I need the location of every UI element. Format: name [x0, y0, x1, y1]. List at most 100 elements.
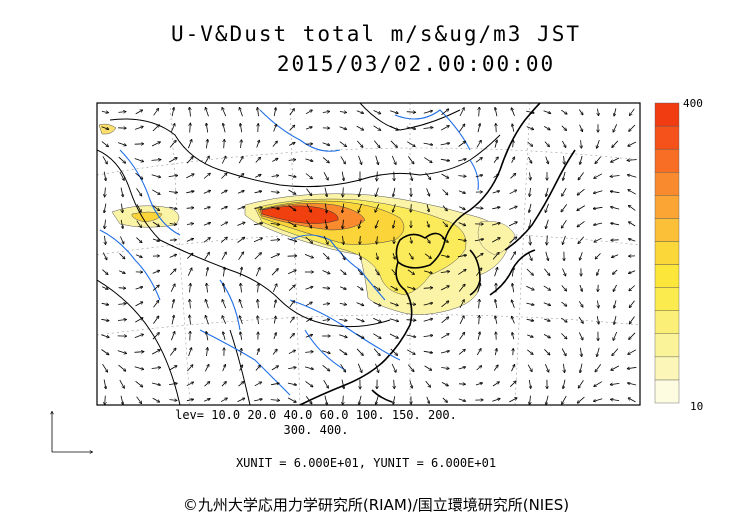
wind-vector — [409, 171, 412, 180]
wind-vector — [186, 191, 193, 193]
wind-vector — [136, 396, 142, 404]
wind-vector — [104, 171, 106, 181]
wind-vector — [339, 126, 347, 129]
wind-vector — [579, 124, 583, 131]
borders — [97, 103, 501, 405]
wind-vector — [598, 300, 599, 308]
wind-vector — [512, 268, 513, 277]
wind-vector — [561, 204, 568, 211]
wind-vector — [459, 108, 464, 117]
wind-vector — [206, 300, 209, 309]
wind-vector — [305, 335, 312, 338]
wind-vector — [424, 365, 432, 370]
wind-vector — [441, 334, 448, 339]
wind-vector — [221, 382, 226, 387]
wind-vector — [630, 300, 635, 308]
wind-vector — [305, 396, 311, 403]
wind-vector — [101, 126, 109, 129]
wind-vector — [423, 319, 433, 322]
wind-vector — [393, 220, 396, 227]
wind-vector — [151, 382, 160, 385]
wind-vector — [270, 400, 279, 401]
wind-vector — [153, 109, 159, 116]
wind-vector — [119, 253, 125, 259]
wind-vector — [134, 366, 144, 370]
wind-vector — [222, 316, 227, 325]
colorbar-segment — [654, 379, 680, 404]
wind-vector — [527, 349, 532, 354]
colorbar-segment — [654, 287, 680, 311]
wind-vector — [546, 187, 549, 196]
wind-vector — [423, 303, 433, 306]
wind-vector — [288, 205, 296, 211]
wind-vector — [458, 367, 466, 370]
wind-vector — [526, 302, 533, 305]
wind-vector — [509, 237, 517, 244]
wind-vector — [222, 365, 226, 372]
wind-vector — [406, 320, 416, 321]
wind-vector — [562, 219, 567, 228]
wind-vector — [204, 382, 210, 387]
wind-vector — [356, 110, 363, 113]
wind-vector — [479, 300, 480, 309]
wind-vector — [135, 318, 142, 323]
wind-vector — [375, 363, 379, 372]
wind-vector — [545, 156, 549, 164]
wind-vector — [287, 238, 297, 242]
wind-vector — [287, 221, 296, 227]
wind-vector — [509, 207, 517, 210]
wind-vector — [612, 140, 619, 147]
wind-vector — [530, 187, 531, 196]
wind-vector — [527, 141, 533, 146]
wind-vector — [190, 124, 191, 133]
wind-vector — [493, 365, 498, 371]
wind-vector — [270, 206, 279, 209]
wind-vector — [441, 301, 449, 308]
wind-vector — [359, 219, 362, 228]
wind-vector — [494, 268, 498, 277]
wind-vector — [206, 108, 209, 117]
wind-vector — [359, 395, 362, 404]
wind-vector — [459, 316, 464, 325]
wind-vector — [203, 207, 210, 210]
wind-vector — [253, 238, 262, 243]
wind-vector — [152, 333, 159, 340]
wind-vector — [342, 203, 344, 213]
wind-vector — [458, 159, 466, 162]
wind-vector — [271, 366, 278, 371]
wind-vector — [477, 284, 481, 293]
wind-vector — [406, 286, 415, 289]
wind-vector — [304, 366, 313, 369]
wind-vector — [253, 223, 262, 225]
wind-vector — [376, 252, 378, 259]
wind-vector — [376, 220, 379, 227]
wind-vector — [479, 316, 480, 325]
levels-line-2: 300. 400. — [283, 423, 349, 437]
wind-vector — [322, 304, 329, 305]
wind-vector — [321, 350, 330, 353]
colorbar-segment — [654, 172, 680, 196]
wind-vector — [136, 188, 142, 195]
wind-vector — [390, 140, 397, 147]
wind-vector — [207, 284, 208, 293]
wind-vector — [512, 284, 513, 293]
wind-vector — [530, 172, 531, 179]
wind-vector — [305, 287, 313, 290]
wind-vector — [153, 301, 159, 308]
wind-vector — [356, 302, 364, 306]
wind-vector — [423, 335, 433, 336]
wind-vector — [357, 363, 361, 372]
wind-vector — [188, 348, 192, 357]
wind-vector — [190, 284, 191, 293]
colorbar-segment — [654, 102, 680, 127]
wind-vector — [493, 174, 499, 178]
wind-vector — [136, 237, 141, 243]
wind-vector — [273, 300, 276, 308]
wind-vector — [119, 171, 124, 180]
wind-vector — [613, 284, 617, 291]
wind-vector — [595, 156, 602, 164]
wind-vector — [440, 271, 449, 272]
wind-vector — [171, 300, 174, 309]
wind-vector — [168, 175, 178, 176]
wind-vector — [239, 365, 243, 371]
